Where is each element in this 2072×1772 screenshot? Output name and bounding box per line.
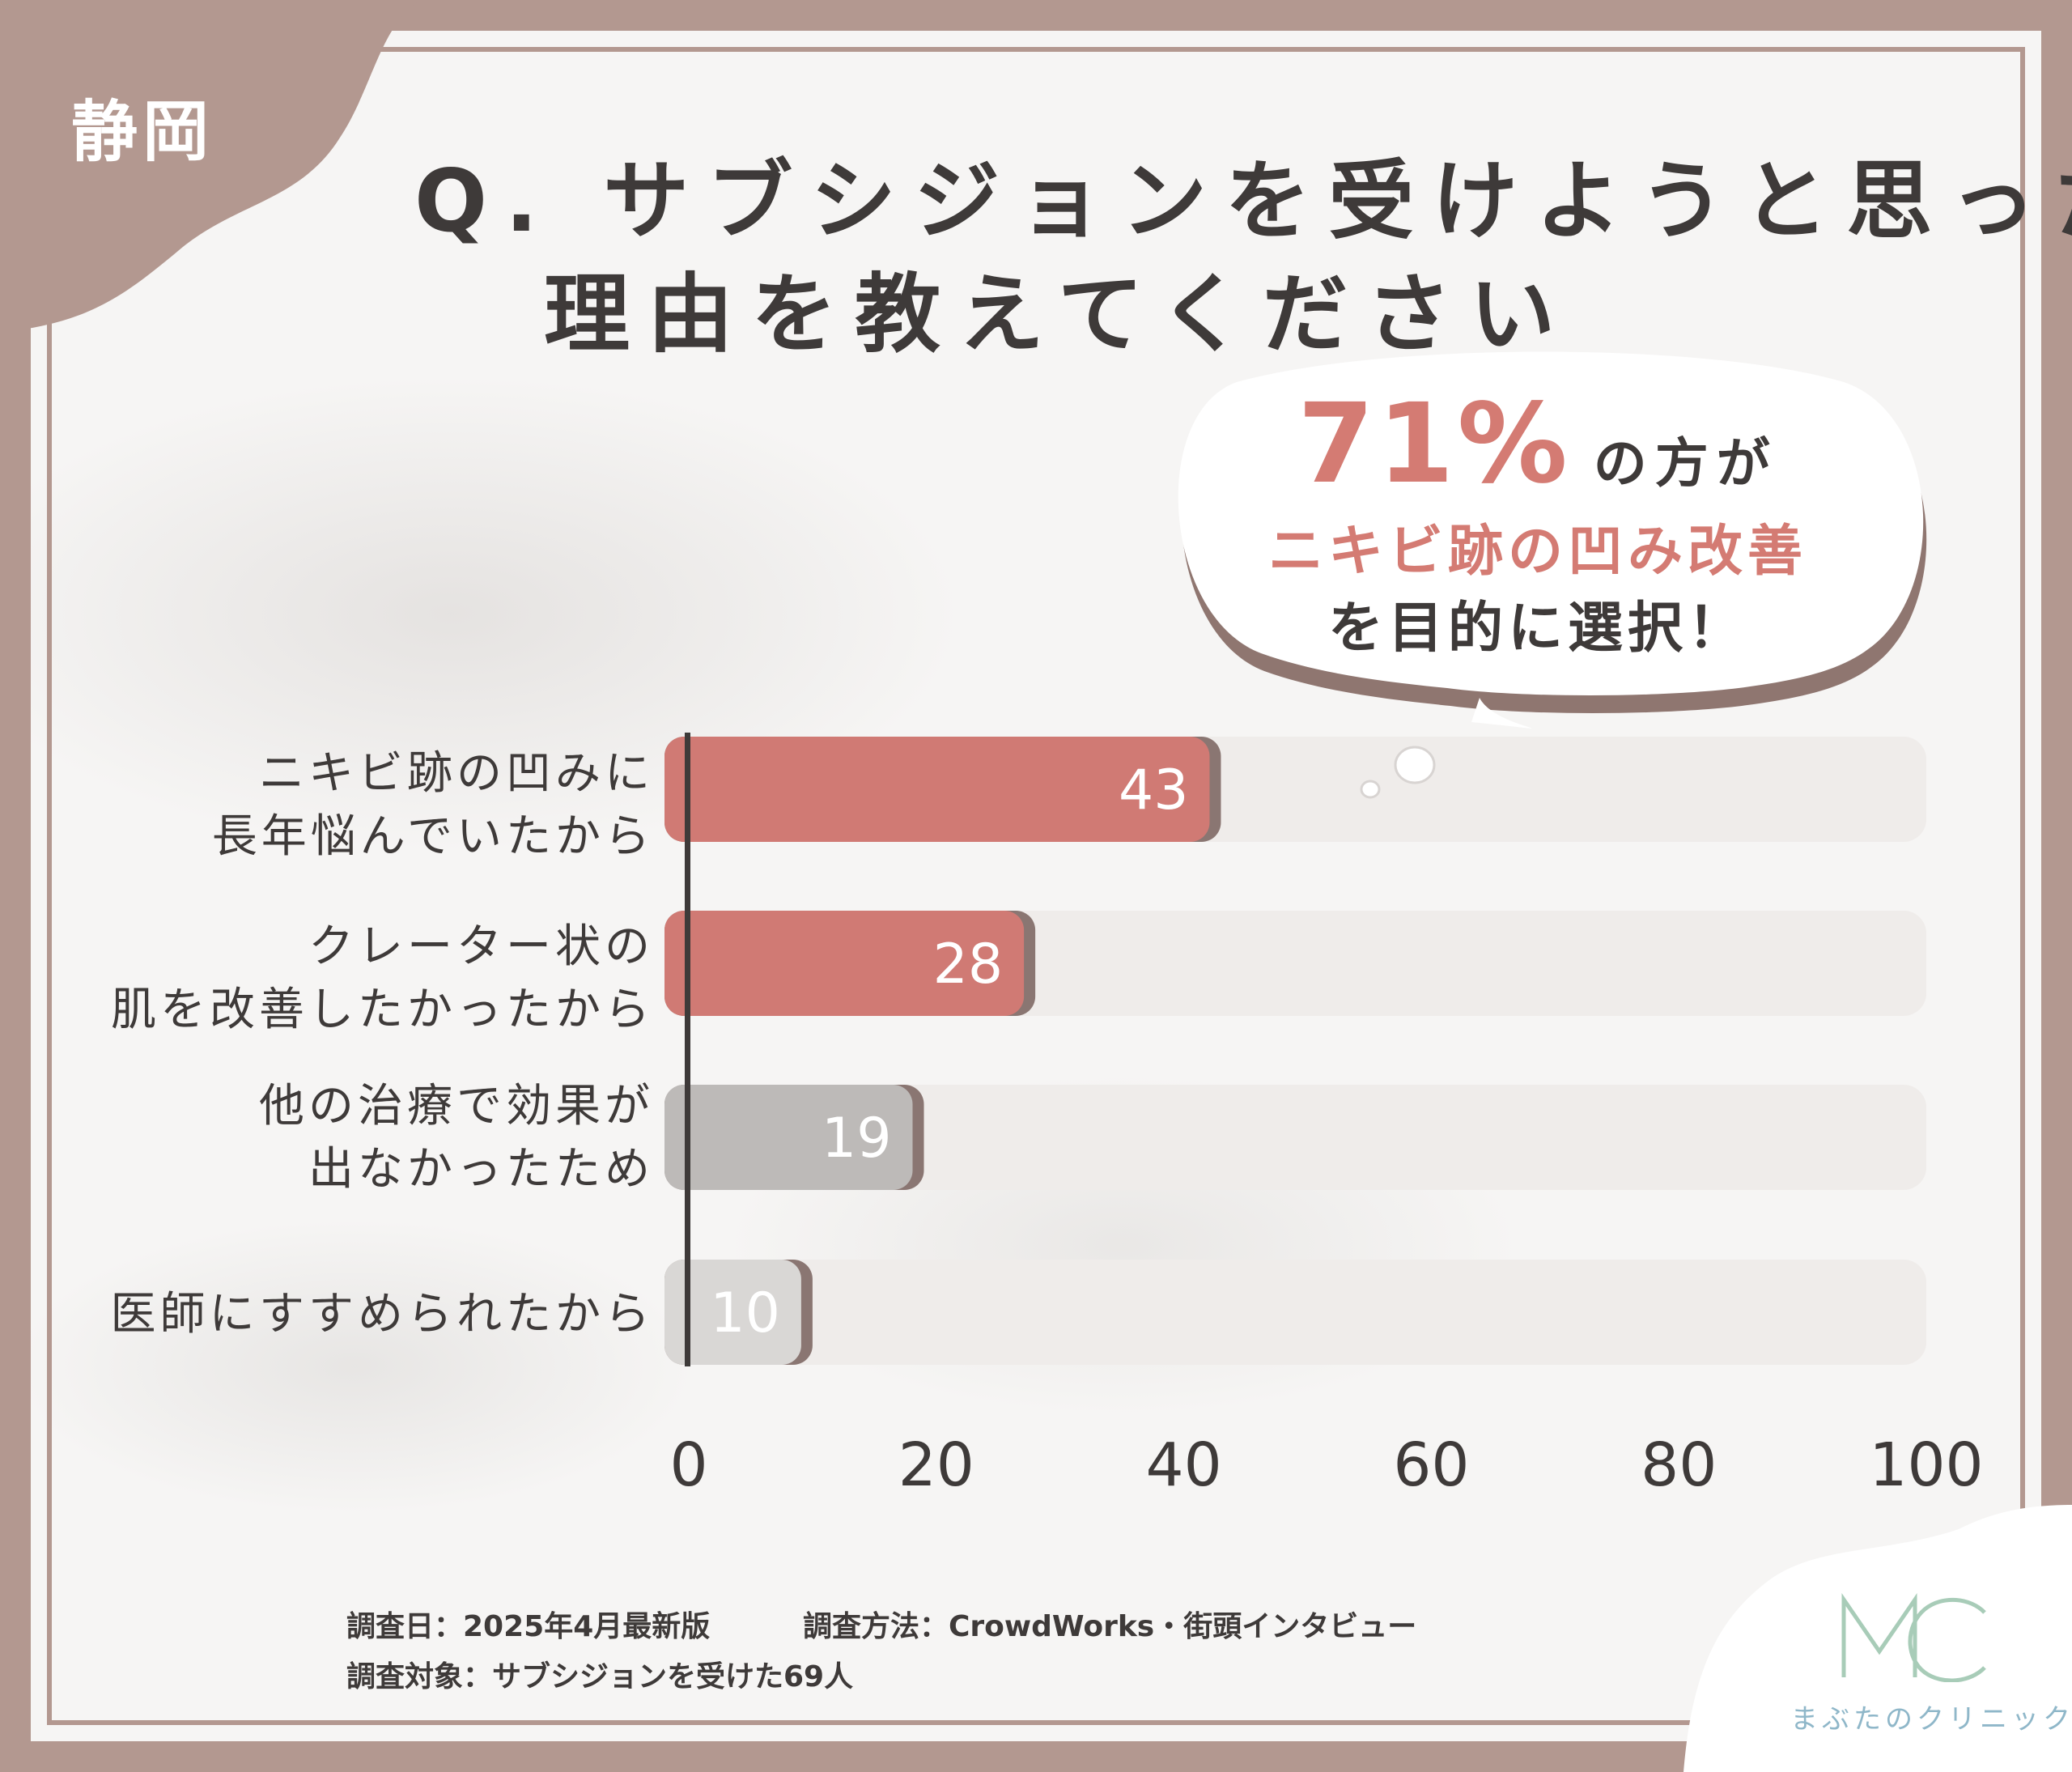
bubble-dot-large bbox=[1394, 746, 1436, 784]
x-tick-label-1: 20 bbox=[898, 1430, 974, 1500]
region-label: 静岡 bbox=[71, 94, 214, 171]
bar-value-label-0: 43 bbox=[1119, 759, 1189, 822]
x-tick-label-5: 100 bbox=[1869, 1430, 1983, 1500]
bar-track-3 bbox=[689, 1260, 1926, 1365]
category-label-1-line1: クレーター状の bbox=[308, 920, 654, 973]
bar-value-label-1: 28 bbox=[933, 933, 1004, 996]
bubble-dot-small bbox=[1360, 780, 1381, 799]
logo-mark-icon bbox=[1841, 1592, 1986, 1682]
category-label-2-line2: 出なかったため bbox=[308, 1143, 654, 1196]
footer-subject: 調査対象：サブシジョンを受けた69人 bbox=[346, 1660, 854, 1693]
category-label-0-line1: ニキビ跡の凹みに bbox=[259, 747, 654, 800]
question-title-line1: Q. サブシジョンを受けようと思った bbox=[414, 151, 2072, 251]
region-corner-tab bbox=[0, 0, 421, 332]
category-label-0-line2: 長年悩んでいたから bbox=[211, 810, 654, 863]
question-title-line2: 理由を教えてください bbox=[544, 265, 1573, 364]
footer-date: 調査日：2025年4月最新版 bbox=[346, 1610, 711, 1643]
x-tick-label-3: 60 bbox=[1393, 1430, 1469, 1500]
bar-1 bbox=[664, 911, 1025, 1016]
category-label-1: クレーター状の 肌を改善したかったから bbox=[111, 916, 654, 1042]
logo-name: まぶたのクリニック bbox=[1790, 1703, 2072, 1736]
y-axis-line bbox=[685, 733, 690, 1366]
speech-bubble bbox=[1178, 351, 1927, 729]
bar-value-label-2: 19 bbox=[822, 1107, 892, 1171]
category-label-3: 医師にすすめられたから bbox=[110, 1283, 654, 1346]
footer-method: 調査方法：CrowdWorks・街頭インタビュー bbox=[803, 1610, 1417, 1643]
category-label-1-line2: 肌を改善したかったから bbox=[111, 984, 654, 1036]
callout-highlight: ニキビ跡の凹み改善 bbox=[1267, 520, 1807, 584]
callout-percent: 71% bbox=[1297, 380, 1571, 508]
callout-line3: を目的に選択！ bbox=[1327, 597, 1747, 661]
x-tick-label-0: 0 bbox=[669, 1430, 707, 1500]
category-label-3-line1: 医師にすすめられたから bbox=[110, 1288, 654, 1341]
callout-suffix: の方が bbox=[1593, 432, 1778, 495]
inner-frame bbox=[47, 47, 2025, 1725]
x-tick-label-2: 40 bbox=[1146, 1430, 1222, 1500]
x-tick-label-4: 80 bbox=[1641, 1430, 1717, 1500]
background-texture bbox=[31, 31, 2041, 1741]
category-label-2-line1: 他の治療で効果が bbox=[259, 1080, 654, 1132]
bar-3 bbox=[664, 1260, 801, 1365]
callout-line1: 71% の方が bbox=[1230, 380, 1845, 508]
bar-2 bbox=[664, 1085, 913, 1190]
category-label-0: ニキビ跡の凹みに 長年悩んでいたから bbox=[212, 742, 654, 869]
logo-background bbox=[1684, 1505, 2072, 1772]
bar-0 bbox=[664, 737, 1210, 842]
bar-value-label-3: 10 bbox=[710, 1281, 780, 1345]
bar-track-2 bbox=[689, 1085, 1926, 1190]
category-label-2: 他の治療で効果が 出なかったため bbox=[259, 1075, 654, 1201]
